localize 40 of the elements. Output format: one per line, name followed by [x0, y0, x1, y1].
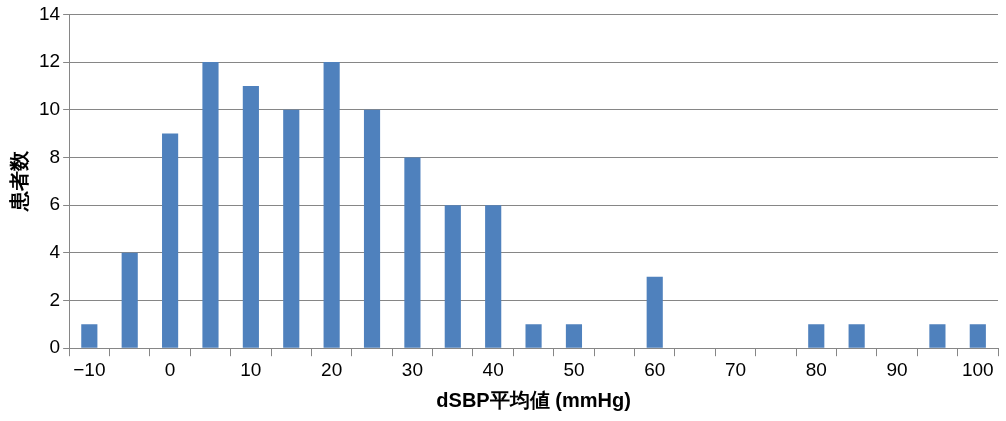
x-axis-title: dSBP平均値 (mmHg) — [436, 388, 631, 411]
x-tick-label: 80 — [805, 358, 827, 380]
x-tick-label: 0 — [164, 358, 176, 380]
bar — [81, 324, 98, 348]
y-tick-label: 2 — [49, 288, 61, 310]
y-tick-label: 10 — [38, 98, 61, 120]
bar — [485, 205, 502, 348]
x-tick-label: 70 — [724, 358, 747, 380]
bar — [404, 157, 421, 348]
bar — [363, 109, 381, 348]
bar — [848, 324, 865, 348]
y-axis-title: 患者数 — [7, 150, 30, 213]
bar — [444, 205, 461, 348]
x-tick-label: 100 — [961, 358, 994, 380]
x-tick-label: 40 — [482, 358, 504, 380]
x-tick-label: 10 — [240, 358, 262, 380]
y-tick-label: 0 — [49, 336, 61, 358]
bar — [525, 324, 542, 348]
bar — [969, 324, 986, 348]
y-tick-label: 14 — [38, 2, 61, 24]
bar — [808, 324, 825, 348]
x-tick-label: 30 — [401, 358, 423, 380]
bar — [646, 276, 663, 348]
x-tick-label: 60 — [644, 358, 666, 380]
bar — [202, 62, 219, 348]
y-tick-label: 4 — [49, 241, 61, 263]
bar — [929, 324, 946, 348]
bar — [162, 133, 179, 348]
bar — [565, 324, 583, 348]
x-tick-label: 90 — [886, 358, 908, 380]
bar — [283, 109, 300, 348]
bar — [323, 62, 340, 348]
x-tick-label: 20 — [321, 358, 343, 380]
x-tick-label: 50 — [563, 358, 585, 380]
x-tick-label: −10 — [73, 358, 106, 380]
y-tick-label: 6 — [49, 193, 61, 215]
bar — [242, 85, 259, 348]
y-tick-label: 12 — [38, 50, 61, 72]
bar — [121, 252, 138, 348]
y-tick-label: 8 — [49, 145, 61, 167]
